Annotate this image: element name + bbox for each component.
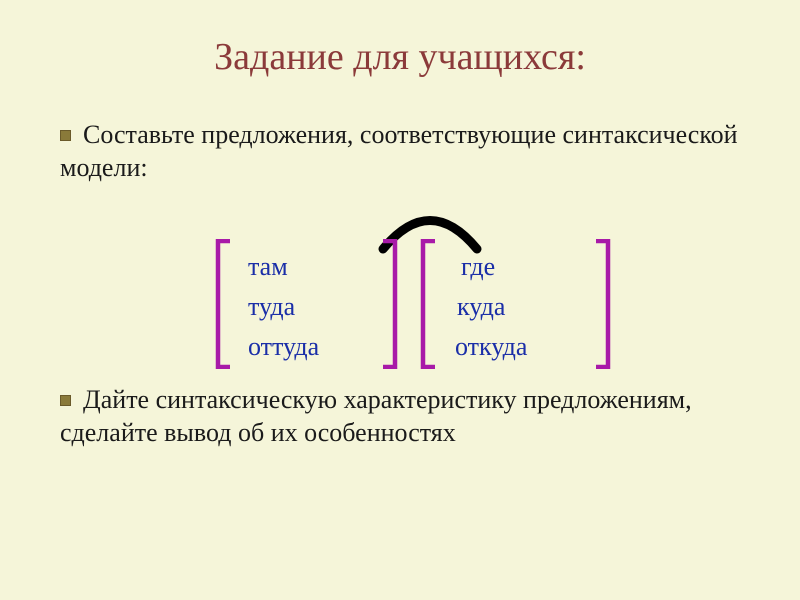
left-words-column: там туда оттуда — [248, 247, 319, 367]
bullet-icon — [60, 395, 71, 406]
right-bracket-close — [595, 239, 611, 369]
word-gde: где — [461, 247, 527, 287]
left-bracket-close — [382, 239, 398, 369]
slide-title: Задание для учащихся: — [0, 0, 800, 79]
word-kuda: куда — [457, 287, 527, 327]
bullet-icon — [60, 130, 71, 141]
right-bracket-open — [420, 239, 436, 369]
conclusion-paragraph: Дайте синтаксическую характеристику пред… — [0, 384, 800, 449]
word-otkuda: откуда — [455, 327, 527, 367]
instruction-paragraph: Составьте предложения, соответствующие с… — [0, 119, 800, 184]
right-words-column: где куда откуда — [455, 247, 527, 367]
syntax-diagram: там туда оттуда где куда откуда — [0, 199, 800, 379]
paragraph1-text: Составьте предложения, соответствующие с… — [60, 120, 738, 182]
word-tam: там — [248, 247, 319, 287]
paragraph2-text: Дайте синтаксическую характеристику пред… — [60, 385, 692, 447]
word-ottuda: оттуда — [248, 327, 319, 367]
left-bracket-open — [215, 239, 231, 369]
word-tuda: туда — [248, 287, 319, 327]
